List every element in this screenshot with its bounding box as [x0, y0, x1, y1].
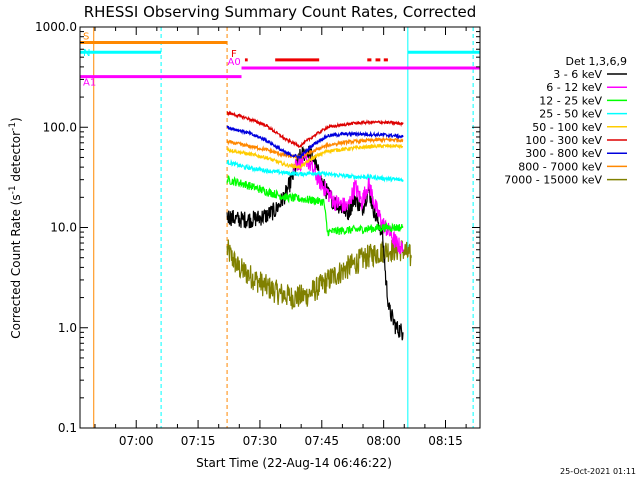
x-tick-label: 07:00	[119, 434, 154, 448]
legend-entry-label: 50 - 100 keV	[532, 121, 602, 134]
x-tick-label: 08:15	[428, 434, 463, 448]
legend-title: Det 1,3,6,9	[565, 55, 627, 68]
y-axis-title: Corrected Count Rate (s-1 detector-1)	[8, 117, 23, 338]
legend-entry-label: 12 - 25 keV	[539, 94, 602, 107]
y-tick-label: 1.0	[58, 321, 77, 335]
series-line	[227, 112, 403, 147]
footer-timestamp: 25-Oct-2021 01:11	[560, 467, 636, 476]
series-line	[227, 126, 403, 158]
x-axis-title: Start Time (22-Aug-14 06:46:22)	[196, 456, 392, 470]
series-line	[293, 152, 403, 254]
count-rate-plot: RHESSI Observing Summary Count Rates, Co…	[0, 0, 640, 480]
state-bar-label: A0	[228, 57, 241, 68]
y-tick-label: 100.0	[43, 120, 77, 134]
x-tick-label: 07:45	[304, 434, 339, 448]
state-bar-label: A1	[83, 78, 96, 89]
legend-entry-label: 100 - 300 keV	[525, 134, 602, 147]
legend-entry-label: 6 - 12 keV	[546, 81, 602, 94]
y-axis: 1000.0 100.0 10.0 1.0 0.1	[35, 20, 480, 435]
chart-title: RHESSI Observing Summary Count Rates, Co…	[84, 3, 477, 21]
legend-entry-label: 3 - 6 keV	[553, 68, 602, 81]
x-axis: 07:00 07:15 07:30 07:45 08:00 08:15	[95, 27, 466, 448]
x-tick-label: 07:30	[243, 434, 278, 448]
x-tick-label: 08:00	[366, 434, 401, 448]
plot-frame	[80, 27, 480, 428]
x-tick-label: 07:15	[181, 434, 216, 448]
y-tick-label: 1000.0	[35, 20, 77, 34]
legend-entry-label: 7000 - 15000 keV	[504, 174, 602, 187]
legend-entry-label: 25 - 50 keV	[539, 108, 602, 121]
y-tick-label: 10.0	[50, 221, 77, 235]
legend-entry-label: 300 - 800 keV	[525, 147, 602, 160]
legend-entry-label: 800 - 7000 keV	[518, 160, 602, 173]
state-bar-label: N	[83, 48, 90, 59]
y-tick-label: 0.1	[58, 421, 77, 435]
